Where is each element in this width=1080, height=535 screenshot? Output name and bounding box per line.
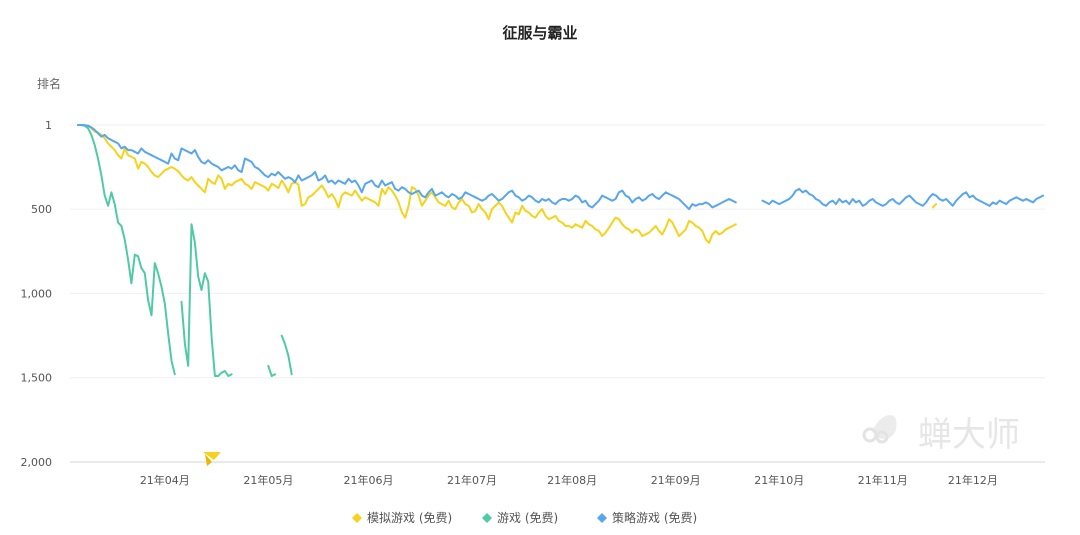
- legend-item[interactable]: 游戏 (免费): [482, 510, 558, 525]
- y-tick-labels: 1 500 1,000 1,500 2,000: [21, 119, 53, 469]
- x-tick-label: 21年10月: [754, 473, 804, 487]
- x-tick-label: 21年04月: [140, 473, 190, 487]
- legend-label: 游戏 (免费): [497, 510, 558, 525]
- series-1: [77, 124, 293, 377]
- y-tick-label: 500: [31, 203, 52, 216]
- series-2: [77, 124, 1044, 211]
- legend-marker-icon: [597, 513, 607, 523]
- x-tick-label: 21年05月: [243, 473, 293, 487]
- x-tick-label: 21年11月: [858, 473, 908, 487]
- x-tick-label: 21年07月: [447, 473, 497, 487]
- series-line: [280, 334, 293, 376]
- series-line: [267, 364, 276, 377]
- legend-label: 模拟游戏 (免费): [367, 510, 452, 525]
- x-tick-label: 21年12月: [948, 473, 998, 487]
- legend-marker-icon: [482, 513, 492, 523]
- legend-label: 策略游戏 (免费): [612, 510, 697, 525]
- series-0: [77, 124, 938, 244]
- x-tick-label: 21年08月: [547, 473, 597, 487]
- watermark-text: 蝉大师: [918, 415, 1020, 455]
- watermark-cicada-icon: [862, 414, 897, 444]
- series-line: [180, 223, 233, 377]
- x-tick-labels: 21年04月 21年05月 21年06月 21年07月 21年08月 21年09月 21年1…: [140, 473, 998, 487]
- watermark: 蝉大师: [862, 414, 1020, 455]
- series-line: [77, 124, 737, 211]
- x-tick-label: 21年09月: [651, 473, 701, 487]
- x-tick-label: 21年06月: [344, 473, 394, 487]
- legend-item[interactable]: 策略游戏 (免费): [597, 510, 697, 525]
- series-line: [761, 187, 1044, 207]
- series-layer: [77, 124, 1044, 377]
- grid: [70, 124, 1045, 463]
- legend-item[interactable]: 模拟游戏 (免费): [352, 510, 452, 525]
- legend-marker-icon: [352, 513, 362, 523]
- legend: 模拟游戏 (免费) 游戏 (免费) 策略游戏 (免费): [352, 510, 697, 525]
- y-tick-label: 1,000: [21, 287, 53, 300]
- series-line: [77, 124, 737, 244]
- slider-handle-icon[interactable]: [203, 452, 221, 466]
- chart-title: 征服与霸业: [502, 24, 577, 42]
- series-line: [931, 203, 938, 209]
- y-tick-label: 2,000: [21, 456, 53, 469]
- y-tick-label: 1: [45, 119, 52, 132]
- y-tick-label: 1,500: [21, 372, 53, 385]
- series-line: [77, 124, 176, 376]
- y-axis-label: 排名: [37, 76, 61, 91]
